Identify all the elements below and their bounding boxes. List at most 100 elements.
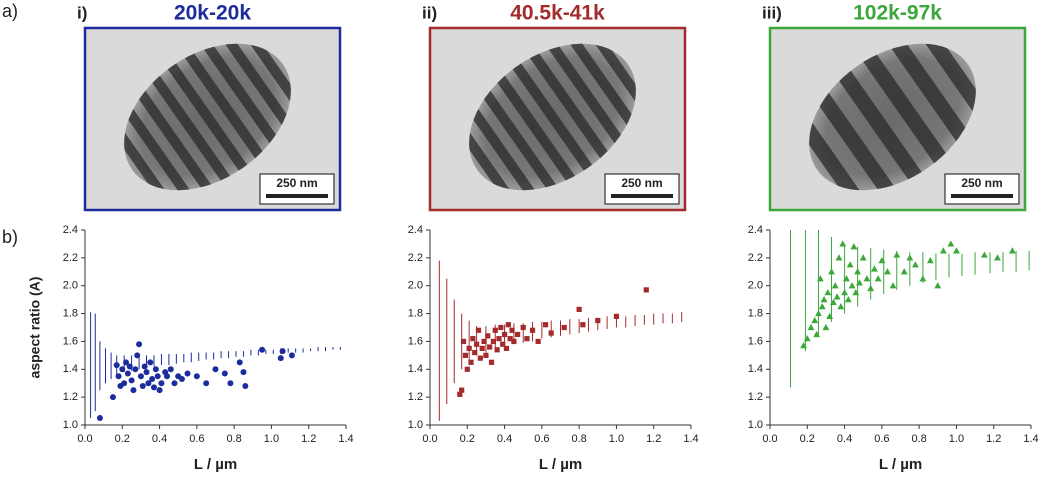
y-tick-label: 2.2 [408,252,423,264]
point [492,327,498,333]
stripe [213,21,303,143]
x-tick-label: 0.8 [571,433,586,445]
point [279,348,286,355]
y-tick-label: 2.2 [748,252,763,264]
point [800,342,807,349]
y-tick-label: 1.2 [408,391,423,403]
point [934,282,942,289]
x-tick-label: 1.4 [338,433,353,445]
point [829,298,837,306]
point [193,373,200,380]
point [167,366,174,373]
x-tick-label: 0.0 [422,433,437,445]
y-tick-label: 1.2 [63,391,78,403]
stripe [129,80,219,201]
point [529,327,536,333]
point [871,265,878,272]
point [134,352,141,359]
point [457,391,463,397]
point [475,327,482,333]
panel-label: ii) [422,3,437,22]
point [884,268,891,275]
point [460,338,467,345]
point [464,366,470,372]
point [164,373,171,380]
chart-title: 102k-97k [853,2,942,25]
scale-bar [611,194,673,198]
point [835,254,843,261]
point [132,366,139,373]
point [889,282,897,289]
point [483,352,489,358]
stripe [508,56,597,178]
point [459,387,465,393]
y-tick-label: 2.0 [748,280,763,292]
point [143,369,150,376]
y-tick-label: 1.2 [748,391,763,403]
x-tick-label: 0.0 [77,433,92,445]
point [145,380,152,387]
point [128,377,135,384]
point [844,296,852,303]
point [139,383,146,389]
x-tick-label: 0.2 [800,433,815,445]
point [811,316,819,324]
x-axis-label: L / µm [539,456,582,473]
point [124,370,131,377]
point [912,261,919,268]
point [507,336,513,342]
point [843,275,850,282]
point [503,345,510,351]
point [854,268,862,275]
point [498,324,504,331]
x-tick-label: 1.2 [986,433,1001,445]
point [474,341,480,347]
point [150,384,157,391]
point [906,254,914,261]
point [277,355,284,362]
x-tick-label: 0.6 [874,433,889,445]
point [839,240,847,247]
scale-box [259,173,335,205]
y-tick-label: 1.4 [748,363,763,375]
point [123,359,130,366]
stripe [474,80,564,201]
point [494,347,500,353]
point [822,323,830,331]
point [803,335,811,342]
point [147,359,154,366]
point [818,303,826,310]
point [109,394,116,401]
scale-box [944,173,1020,205]
y-tick-label: 1.6 [748,335,763,347]
chart-title: 40.5k-41k [510,2,605,25]
point [848,282,856,289]
point [580,322,586,328]
point [121,380,128,387]
x-tick-label: 0.2 [460,433,475,445]
point [820,296,828,303]
point [496,336,502,342]
panel-letter: a) [2,1,18,21]
point [919,275,927,282]
point [184,370,191,377]
y-axis-label: aspect ratio (A) [27,277,43,379]
point [126,363,133,370]
panel-letter: b) [2,227,18,247]
scale-label: 250 nm [276,176,317,190]
stripe [858,46,952,170]
point [472,349,478,356]
stripe [808,81,902,206]
point [828,268,835,275]
point [466,345,472,351]
point [813,330,821,338]
x-tick-label: 0.2 [115,433,130,445]
point [479,345,485,351]
stripe [163,56,252,178]
stripe [179,45,269,166]
point [613,313,620,319]
x-tick-label: 1.4 [1023,433,1038,445]
y-tick-label: 2.4 [408,224,423,236]
point [856,279,863,286]
point [171,380,178,387]
